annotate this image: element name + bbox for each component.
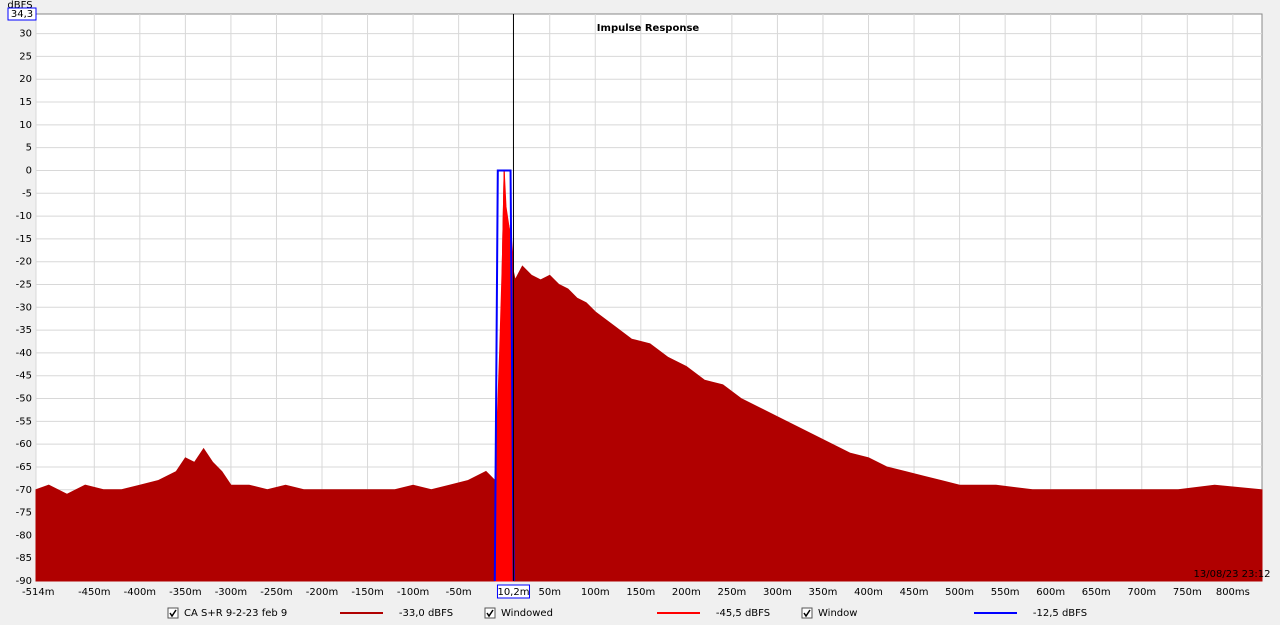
cursor-box	[496, 584, 530, 599]
y-tick-label: -85	[16, 553, 32, 564]
y-tick-label: -50	[16, 394, 32, 405]
y-tick-label: 30	[19, 29, 32, 40]
y-tick-label: -55	[16, 416, 32, 427]
y-tick-label: 25	[19, 51, 32, 62]
x-tick-label: 450m	[900, 587, 929, 598]
y-tick-label: -70	[16, 485, 32, 496]
x-tick-label: 300m	[763, 587, 792, 598]
legend-check	[803, 609, 811, 618]
y-tick-label: -80	[16, 530, 32, 541]
x-tick-label: 700m	[1127, 587, 1156, 598]
series-line	[493, 169, 515, 582]
legend-check	[169, 609, 177, 618]
x-tick-label: -300m	[215, 587, 247, 598]
x-tick-label: -150m	[351, 587, 383, 598]
x-tick-label: 50m	[538, 587, 560, 598]
y-top-box	[7, 7, 37, 21]
y-tick-label: -5	[22, 188, 32, 199]
x-tick-label: 400m	[854, 587, 883, 598]
series-area	[35, 170, 1263, 582]
y-tick-label: -15	[16, 234, 32, 245]
legend-level: -45,5 dBFS	[716, 608, 770, 619]
x-tick-label: 750m	[1173, 587, 1202, 598]
y-tick-label: -60	[16, 439, 32, 450]
x-tick-label: -400m	[124, 587, 156, 598]
y-unit: dBFS	[7, 0, 32, 11]
x-tick-label: 100m	[581, 587, 610, 598]
x-tick-label: 500m	[945, 587, 974, 598]
y-tick-label: -20	[16, 257, 32, 268]
y-tick-label: 10	[19, 120, 32, 131]
x-tick-label: 800ms	[1216, 587, 1250, 598]
legend-level: -33,0 dBFS	[399, 608, 453, 619]
y-tick-label: 5	[26, 143, 32, 154]
x-tick-label: -514m	[22, 587, 54, 598]
x-tick-label: 150m	[626, 587, 655, 598]
legend-checkbox	[167, 607, 179, 619]
y-tick-label: -75	[16, 508, 32, 519]
x-tick-label: -50m	[446, 587, 472, 598]
timestamp: 13/08/23 23:12	[1194, 569, 1271, 580]
x-tick-label: -200m	[306, 587, 338, 598]
y-tick-label: -65	[16, 462, 32, 473]
y-tick-label: -35	[16, 325, 32, 336]
x-tick-label: -450m	[78, 587, 110, 598]
legend-label: Windowed	[501, 608, 553, 619]
y-top-label: 34,3	[11, 9, 33, 20]
legend-label: CA S+R 9-2-23 feb 9	[184, 608, 287, 619]
legend-label: Window	[818, 608, 857, 619]
y-tick-label: 15	[19, 97, 32, 108]
x-tick-label: 200m	[672, 587, 701, 598]
chart-title: Impulse Response	[597, 23, 700, 34]
x-tick-label: -100m	[397, 587, 429, 598]
legend-checkbox	[484, 607, 496, 619]
x-tick-label: 600m	[1036, 587, 1065, 598]
y-tick-label: -40	[16, 348, 32, 359]
x-tick-label: 550m	[991, 587, 1020, 598]
x-tick-label: 250m	[717, 587, 746, 598]
y-tick-label: 0	[26, 165, 32, 176]
y-tick-label: -25	[16, 279, 32, 290]
legend-check	[486, 609, 494, 618]
y-tick-label: -45	[16, 371, 32, 382]
y-tick-label: -10	[16, 211, 32, 222]
legend-checkbox	[801, 607, 813, 619]
x-tick-label: -250m	[260, 587, 292, 598]
y-tick-label: -30	[16, 302, 32, 313]
y-tick-label: 20	[19, 74, 32, 85]
cursor-label: 10,2m	[497, 587, 529, 598]
x-tick-label: 650m	[1082, 587, 1111, 598]
x-tick-label: -350m	[169, 587, 201, 598]
legend-level: -12,5 dBFS	[1033, 608, 1087, 619]
x-tick-label: 350m	[809, 587, 838, 598]
y-tick-label: -90	[16, 576, 32, 587]
